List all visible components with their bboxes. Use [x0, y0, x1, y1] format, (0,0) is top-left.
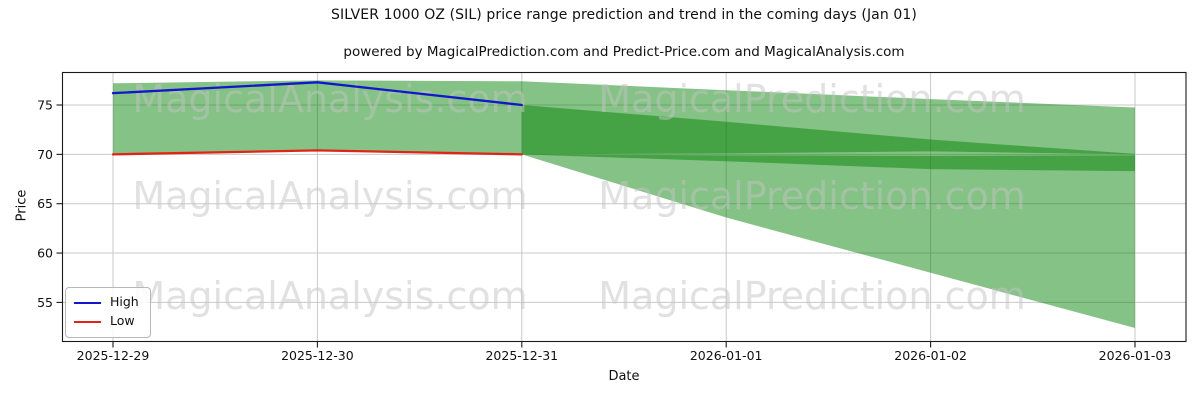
watermark-text: MagicalAnalysis.com	[132, 174, 527, 218]
low-line	[111, 149, 523, 156]
x-tick-label: 2026-01-01	[690, 348, 763, 363]
x-tick-label: 2026-01-02	[894, 348, 967, 363]
watermark-text: MagicalPrediction.com	[598, 274, 1026, 318]
x-tick-label: 2025-12-30	[281, 348, 354, 363]
high-line	[111, 81, 523, 107]
forecast-fan	[521, 81, 1135, 329]
history-range	[113, 80, 522, 155]
legend-label-low: Low	[110, 313, 135, 329]
forecast-low-band	[521, 154, 1135, 172]
legend-entry-low: Low	[74, 312, 142, 331]
y-tick-label: 60	[37, 246, 53, 261]
high-line-sample	[74, 301, 101, 304]
watermark-text: MagicalPrediction.com	[598, 77, 1026, 121]
legend: High Low	[65, 287, 151, 338]
y-tick-label: 70	[37, 147, 53, 162]
low-line-sample	[74, 320, 101, 323]
y-tick-label: 65	[37, 196, 53, 211]
y-tick-label: 75	[37, 98, 53, 113]
x-tick-label: 2025-12-29	[77, 348, 150, 363]
axes-spines	[61, 71, 1187, 343]
watermark-text: MagicalPrediction.com	[598, 174, 1026, 218]
chart-subtitle: powered by MagicalPrediction.com and Pre…	[343, 44, 905, 60]
x-tick-label: 2025-12-31	[485, 348, 558, 363]
x-axis-label: Date	[608, 369, 640, 384]
forecast-high-band	[521, 105, 1135, 155]
y-axis-label: Price	[14, 189, 30, 222]
y-tick-label: 55	[37, 295, 53, 310]
chart-title: SILVER 1000 OZ (SIL) price range predict…	[331, 7, 917, 23]
x-tick-label: 2026-01-03	[1099, 348, 1172, 363]
legend-entry-high: High	[74, 293, 142, 312]
legend-label-high: High	[110, 294, 139, 310]
watermark-text: MagicalAnalysis.com	[132, 274, 527, 318]
